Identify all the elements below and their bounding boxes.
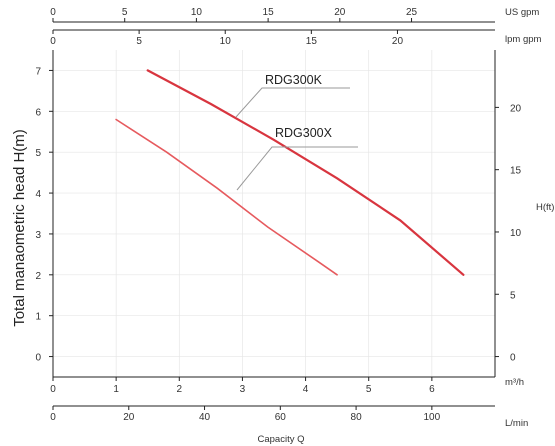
x-tick-label: 3 (240, 384, 246, 395)
y-tick-label: 6 (35, 107, 41, 118)
top-axis-unit-label-lpm-gpm: lpm gpm (505, 34, 542, 45)
series-curves (116, 70, 463, 274)
y-tick-label: 0 (35, 353, 41, 364)
flow-tick-label-us_gpm: 25 (406, 7, 418, 18)
y-tick-label: 7 (35, 66, 41, 77)
flow-tick-label-us_gpm: 10 (191, 7, 203, 18)
series-label-leader-rdg300k (236, 88, 350, 117)
flow-tick-label-us_gpm: 0 (50, 7, 56, 18)
flow-tick-label-lmin: 80 (351, 412, 363, 423)
flow-tick-label-lpm_gpm: 10 (220, 36, 232, 47)
y2-tick-label: 0 (510, 353, 516, 364)
y-tick-label: 2 (35, 271, 41, 282)
y2-tick-label: 10 (510, 228, 522, 239)
x-tick-label: 1 (113, 384, 119, 395)
flow-tick-label-us_gpm: 20 (334, 7, 346, 18)
flow-tick-label-lmin: 40 (199, 412, 211, 423)
flow-tick-label-lpm_gpm: 20 (392, 36, 404, 47)
series-label-rdg300x: RDG300X (275, 126, 333, 140)
flow-tick-label-lpm_gpm: 5 (136, 36, 142, 47)
y-axis-label: Total manaometric head H(m) (11, 129, 28, 327)
x-axis-label: Capacity Q (258, 434, 305, 445)
x-tick-label: 0 (50, 384, 56, 395)
flow-tick-label-us_gpm: 15 (263, 7, 275, 18)
y-tick-label: 4 (35, 189, 41, 200)
flow-tick-label-lpm_gpm: 0 (50, 36, 56, 47)
top-axis-unit-label-us-gpm: US gpm (505, 7, 539, 18)
y2-tick-label: 15 (510, 166, 522, 177)
flow-tick-label-lmin: 0 (50, 412, 56, 423)
flow-tick-label-lpm_gpm: 15 (306, 36, 318, 47)
y2-tick-label: 20 (510, 103, 522, 114)
x-tick-label: 5 (366, 384, 372, 395)
bottom-axis-unit-label-lmin: L/min (505, 418, 528, 429)
x-tick-label: 2 (177, 384, 183, 395)
series-curve-rdg300x (116, 120, 337, 275)
right-axis-unit-label: H(ft) (536, 202, 554, 213)
y2-tick-label: 5 (510, 290, 516, 301)
x-tick-label: 4 (303, 384, 309, 395)
y-tick-label: 3 (35, 230, 41, 241)
flow-tick-label-lmin: 60 (275, 412, 287, 423)
grid (53, 50, 495, 377)
series-label-rdg300k: RDG300K (265, 73, 323, 87)
x-axis-unit-label-m3h: m³/h (505, 377, 524, 388)
flow-tick-label-us_gpm: 5 (122, 7, 128, 18)
flow-tick-label-lmin: 20 (123, 412, 135, 423)
flow-tick-label-lmin: 100 (424, 412, 441, 423)
y-tick-label: 1 (35, 312, 41, 323)
x-tick-label: 6 (429, 384, 435, 395)
y-tick-label: 5 (35, 148, 41, 159)
